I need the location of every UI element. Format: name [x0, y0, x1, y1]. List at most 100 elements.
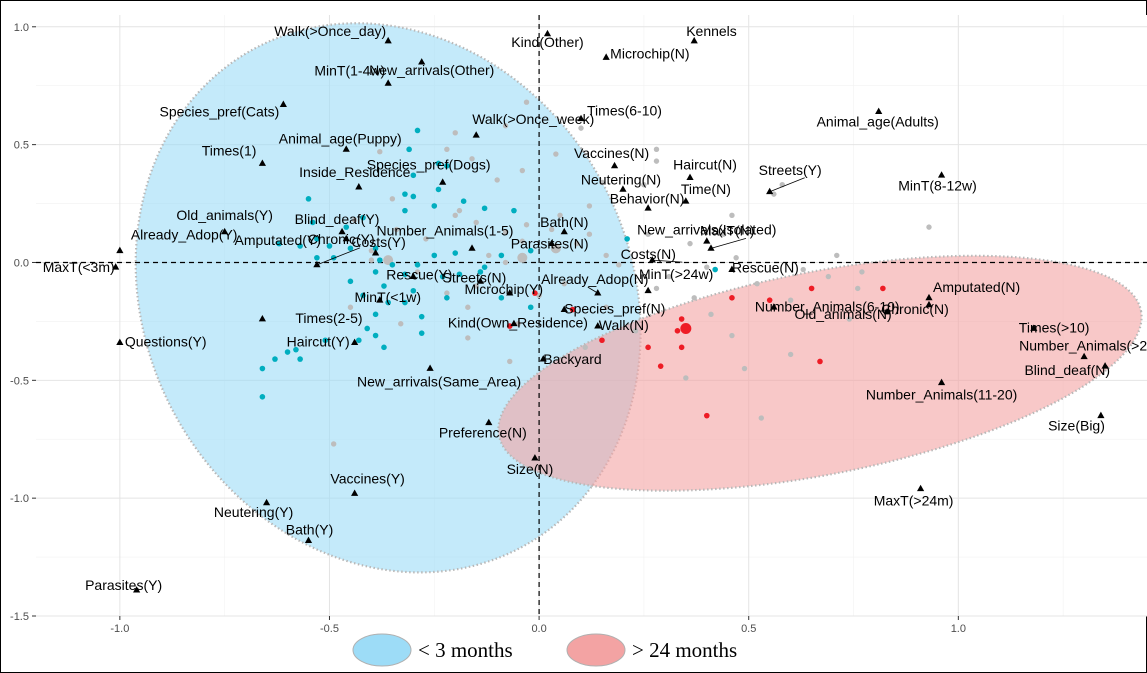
- legend-label: > 24 months: [632, 638, 737, 662]
- category-label: New_arrivals(Isolated): [637, 221, 776, 237]
- category-label: Haircut(N): [673, 157, 737, 173]
- point-other: [452, 130, 458, 136]
- category-label: Kind(Other): [511, 34, 583, 50]
- y-tick-label: -1.5: [10, 611, 29, 623]
- category-marker: [133, 586, 141, 593]
- point-other: [653, 146, 660, 153]
- category-label: Walk(N): [599, 317, 649, 333]
- category-marker: [418, 58, 426, 65]
- point-other: [389, 196, 396, 202]
- point-other: [368, 247, 375, 254]
- category-haircut-y: Haircut(Y): [287, 334, 359, 350]
- category-number-animals-20: Number_Animals(>20): [1019, 338, 1147, 360]
- category-marker: [925, 300, 933, 308]
- point-other: [641, 181, 647, 188]
- point-other: [368, 257, 375, 263]
- point-other: [398, 321, 404, 327]
- category-rescue-n: Rescue(N): [728, 260, 799, 276]
- category-species-pref-cats: Species_pref(Cats): [160, 100, 287, 120]
- label-leader-lines: [316, 177, 805, 294]
- category-maxt-24m: MaxT(>24m): [874, 484, 953, 509]
- point-over-24-months: [645, 344, 651, 351]
- category-bath-n: Bath(N): [540, 214, 588, 235]
- category-marker: [351, 338, 359, 346]
- point-other: [691, 295, 697, 301]
- category-label: MaxT(N): [700, 222, 754, 238]
- category-marker: [770, 303, 778, 310]
- point-over-24-months: [678, 316, 685, 322]
- category-label: MinT(8-12w): [898, 177, 977, 193]
- point-under-3-months: [481, 205, 488, 212]
- point-under-3-months: [414, 262, 421, 268]
- category-times-6-10: Times(6-10): [577, 103, 662, 122]
- point-under-3-months: [456, 271, 463, 278]
- category-marker: [577, 114, 585, 122]
- category-label: Species_pref(Dogs): [367, 156, 491, 172]
- category-label: Haircut(Y): [287, 334, 350, 350]
- point-other: [452, 212, 458, 219]
- category-marker: [355, 183, 363, 190]
- point-other: [456, 207, 463, 214]
- y-tick-label: -1.0: [10, 493, 29, 505]
- category-label: Behavior(N): [610, 190, 685, 206]
- point-under-3-months: [511, 207, 517, 214]
- category-old-animals-y: Old_animals(Y): [176, 207, 273, 235]
- point-other: [825, 273, 832, 280]
- point-other: [645, 231, 651, 237]
- point-other: [578, 125, 584, 131]
- category-label: Questions(Y): [125, 334, 207, 350]
- category-label: New_arrivals(Same_Area): [357, 374, 521, 390]
- category-new-arrivals-same-area: New_arrivals(Same_Area): [357, 364, 521, 390]
- category-marker: [602, 53, 610, 60]
- category-label: Already_Adop(N): [541, 271, 648, 287]
- point-under-3-months: [381, 283, 387, 289]
- point-over-24-months: [880, 285, 886, 292]
- category-costs-y: Costs(Y): [351, 234, 406, 256]
- category-marker: [619, 185, 627, 192]
- category-marker: [221, 227, 229, 235]
- category-already-adop-n: Already_Adop(N): [541, 271, 648, 296]
- category-label: Chronic(N): [881, 301, 949, 317]
- category-marker: [690, 36, 698, 44]
- category-marker: [468, 244, 476, 251]
- point-under-3-months: [481, 264, 488, 270]
- category-marker: [539, 355, 547, 362]
- category-label: Times(1): [202, 142, 257, 158]
- category-vaccines-y: Vaccines(Y): [330, 470, 405, 496]
- point-under-3-months: [372, 332, 379, 339]
- category-times-10: Times(>10): [1019, 319, 1090, 335]
- category-backyard: Backyard: [539, 351, 602, 367]
- point-other: [444, 146, 450, 153]
- point-under-3-months: [452, 250, 459, 256]
- point-under-3-months: [297, 356, 303, 362]
- point-over-24-months: [766, 297, 773, 303]
- category-species-pref-n: Species_pref(N): [560, 301, 665, 317]
- category-kind-other: Kind(Other): [511, 29, 584, 50]
- point-other: [741, 365, 748, 372]
- leader-line: [769, 177, 805, 193]
- category-marker: [686, 173, 694, 181]
- category-marker: [258, 159, 266, 166]
- category-label: Rescue(N): [732, 260, 799, 276]
- point-over-24-months: [674, 328, 681, 334]
- category-label: Times(6-10): [587, 103, 662, 119]
- point-under-3-months: [418, 330, 425, 336]
- y-tick-label: 0.5: [14, 140, 29, 152]
- category-parasites-n: Parasites(N): [511, 236, 589, 252]
- category-label: Costs(N): [621, 246, 676, 262]
- category-label: Streets(Y): [759, 162, 822, 178]
- category-vaccines-n: Vaccines(N): [574, 145, 649, 169]
- category-haircut-n: Haircut(N): [673, 157, 737, 181]
- category-parasites-y: Parasites(Y): [85, 577, 162, 593]
- category-marker: [560, 227, 568, 235]
- category-points: Walk(>Once_day) Kind(Other) Kennels Microch…: [43, 23, 1147, 593]
- point-other: [502, 123, 509, 129]
- category-maxt-n: MaxT(N): [700, 222, 754, 251]
- point-other: [519, 167, 526, 174]
- legend-item: < 3 months: [352, 633, 513, 667]
- category-label: Walk(>Once_week): [472, 111, 594, 127]
- category-new-arrivals-other: New_arrivals(Other): [369, 58, 494, 78]
- category-marker: [937, 378, 946, 386]
- category-marker: [116, 338, 124, 346]
- point-over-24-months: [729, 295, 735, 301]
